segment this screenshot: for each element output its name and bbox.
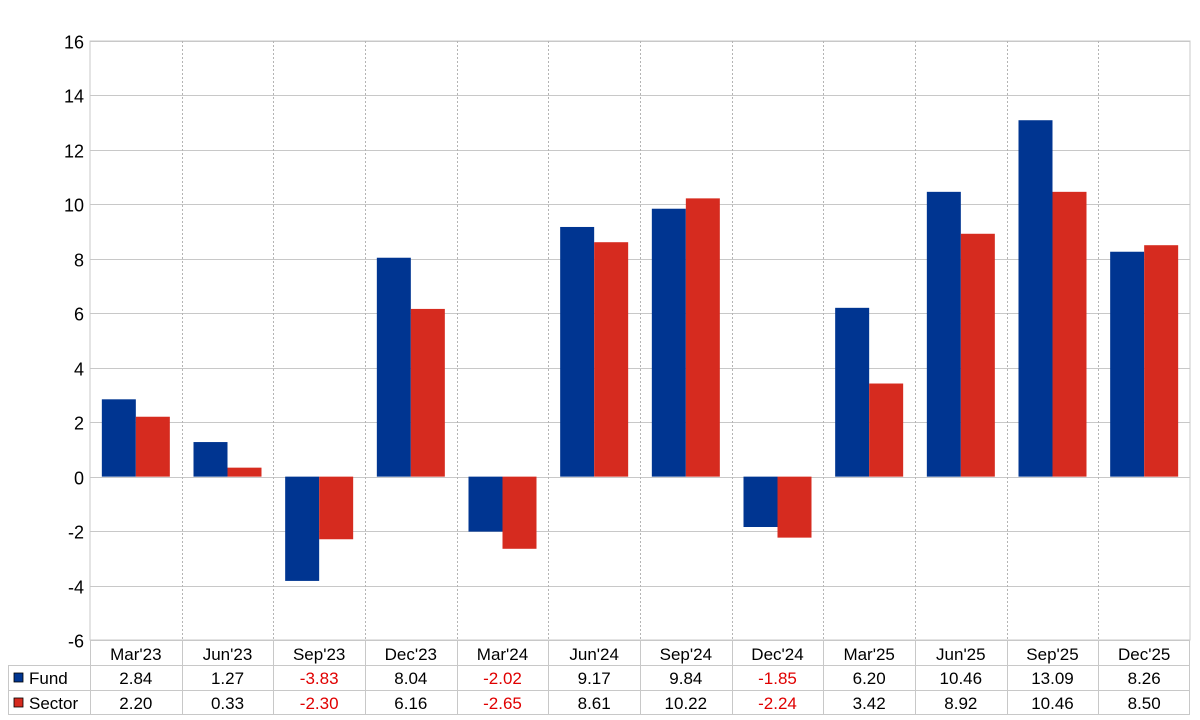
data-label: 3.42 bbox=[853, 694, 886, 713]
data-label: 10.46 bbox=[940, 669, 983, 688]
x-tick-label: Jun'25 bbox=[936, 645, 986, 664]
x-tick-label: Mar'25 bbox=[843, 645, 894, 664]
data-table: Mar'23 Jun'23 Sep'23 Dec'23 Mar'24 Jun'24 Sep'… bbox=[8, 640, 1190, 715]
legend-label-sector: Sector bbox=[29, 694, 78, 713]
bar-fund-4 bbox=[468, 476, 503, 532]
legend-marker-fund bbox=[13, 672, 24, 683]
data-label: 2.20 bbox=[119, 694, 152, 713]
bar-sector-0 bbox=[135, 416, 170, 477]
bar-sector-10 bbox=[1052, 191, 1087, 477]
data-label: -2.24 bbox=[758, 694, 797, 713]
bar-sector-7 bbox=[777, 476, 812, 538]
bar-sector-9 bbox=[960, 233, 995, 477]
x-tick-label: Sep'25 bbox=[1026, 645, 1078, 664]
x-tick-label: Dec'23 bbox=[385, 645, 437, 664]
data-label: 8.61 bbox=[578, 694, 611, 713]
x-tick-label: Dec'25 bbox=[1118, 645, 1170, 664]
data-label: 9.84 bbox=[669, 669, 702, 688]
data-label: 8.26 bbox=[1128, 669, 1161, 688]
data-label: 6.20 bbox=[853, 669, 886, 688]
data-label: -2.02 bbox=[483, 669, 522, 688]
y-tick-label: 6 bbox=[74, 305, 84, 325]
bar-fund-6 bbox=[651, 208, 686, 477]
data-label: 1.27 bbox=[211, 669, 244, 688]
bar-fund-3 bbox=[376, 257, 411, 477]
bar-sector-11 bbox=[1144, 245, 1179, 477]
x-tick-label: Mar'24 bbox=[477, 645, 528, 664]
y-tick-label: 4 bbox=[74, 360, 84, 380]
bar-fund-5 bbox=[560, 226, 595, 477]
x-tick-label: Dec'24 bbox=[751, 645, 803, 664]
bars bbox=[101, 120, 1179, 581]
x-tick-label: Sep'24 bbox=[660, 645, 712, 664]
legend-marker-sector bbox=[13, 697, 24, 708]
data-label: 8.50 bbox=[1128, 694, 1161, 713]
bar-sector-5 bbox=[594, 242, 629, 477]
data-label: 0.33 bbox=[211, 694, 244, 713]
data-label: 10.22 bbox=[665, 694, 708, 713]
bar-sector-8 bbox=[869, 383, 904, 477]
data-label: -2.65 bbox=[483, 694, 522, 713]
data-label: -2.30 bbox=[300, 694, 339, 713]
bar-sector-4 bbox=[502, 476, 537, 549]
x-tick-label: Sep'23 bbox=[293, 645, 345, 664]
data-label: 6.16 bbox=[394, 694, 427, 713]
x-tick-label: Jun'24 bbox=[569, 645, 619, 664]
y-tick-label: 8 bbox=[74, 251, 84, 271]
data-label: 13.09 bbox=[1031, 669, 1074, 688]
x-tick-label: Mar'23 bbox=[110, 645, 161, 664]
y-tick-label: 0 bbox=[74, 469, 84, 489]
y-tick-label: 10 bbox=[64, 196, 84, 216]
data-label: -1.85 bbox=[758, 669, 797, 688]
x-tick-label: Jun'23 bbox=[203, 645, 253, 664]
bar-fund-9 bbox=[926, 191, 961, 477]
bar-sector-6 bbox=[685, 198, 720, 477]
legend-label-fund: Fund bbox=[29, 669, 68, 688]
bar-fund-10 bbox=[1018, 120, 1053, 477]
bar-sector-2 bbox=[319, 476, 354, 540]
data-label: 2.84 bbox=[119, 669, 152, 688]
bar-fund-1 bbox=[193, 442, 228, 477]
y-tick-label: -2 bbox=[68, 523, 84, 543]
bar-fund-7 bbox=[743, 476, 778, 528]
bar-fund-2 bbox=[285, 476, 320, 581]
y-tick-label: -4 bbox=[68, 578, 84, 598]
bar-fund-0 bbox=[101, 399, 136, 477]
bar-fund-8 bbox=[835, 307, 870, 477]
data-label: 8.04 bbox=[394, 669, 427, 688]
y-tick-label: 12 bbox=[64, 142, 84, 162]
y-tick-label: -6 bbox=[68, 632, 84, 652]
data-label: 10.46 bbox=[1031, 694, 1074, 713]
y-tick-label: 14 bbox=[64, 87, 84, 107]
bar-fund-11 bbox=[1110, 251, 1145, 477]
y-axis: -6 -4 -2 0 2 4 6 8 10 12 14 16 bbox=[64, 33, 84, 652]
y-tick-label: 2 bbox=[74, 414, 84, 434]
data-label: 8.92 bbox=[944, 694, 977, 713]
y-tick-label: 16 bbox=[64, 33, 84, 53]
bar-sector-1 bbox=[227, 467, 262, 477]
bar-sector-3 bbox=[410, 308, 445, 477]
data-label: 9.17 bbox=[578, 669, 611, 688]
data-label: -3.83 bbox=[300, 669, 339, 688]
